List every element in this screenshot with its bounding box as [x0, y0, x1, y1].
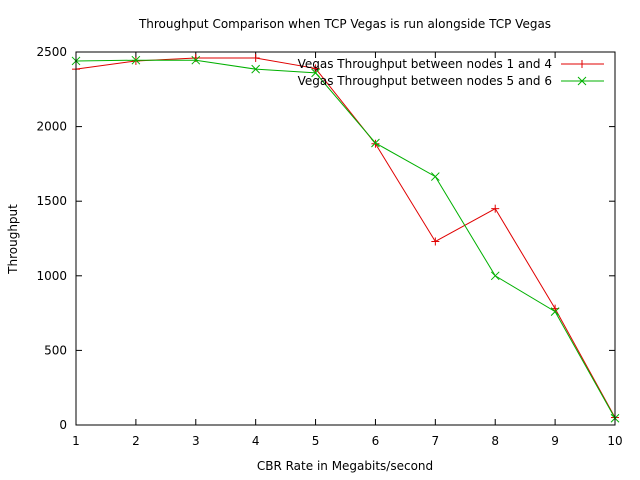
- y-tick-label: 2000: [36, 120, 67, 134]
- cross-marker: [131, 55, 141, 65]
- data-point: [131, 56, 140, 65]
- y-tick-label: 500: [44, 343, 67, 357]
- data-point: [490, 271, 500, 281]
- legend-marker: [578, 60, 586, 68]
- series-line: [75, 59, 616, 419]
- cross-marker: [577, 76, 587, 86]
- cross-marker: [191, 55, 201, 65]
- y-tick-label: 1500: [36, 194, 67, 208]
- x-tick-label: 6: [372, 434, 380, 448]
- series-line: [75, 57, 616, 418]
- cross-marker: [490, 271, 500, 281]
- x-tick-label: 7: [432, 434, 440, 448]
- cross-marker: [311, 68, 320, 78]
- x-tick-label: 1: [72, 434, 80, 448]
- data-point: [311, 64, 320, 73]
- cross-marker: [550, 307, 560, 316]
- x-tick-label: 5: [312, 434, 320, 448]
- cross-marker: [430, 172, 440, 181]
- x-tick-label: 3: [192, 434, 200, 448]
- x-tick-label: 4: [252, 434, 260, 448]
- data-point: [371, 139, 380, 148]
- data-point: [371, 138, 380, 148]
- data-point: [311, 68, 320, 78]
- y-tick-label: 1000: [36, 269, 67, 283]
- x-tick-label: 2: [132, 434, 140, 448]
- x-axis-label: CBR Rate in Megabits/second: [257, 459, 433, 473]
- data-point: [251, 64, 261, 74]
- cross-marker: [251, 64, 261, 74]
- data-point: [550, 307, 560, 316]
- data-point: [191, 55, 201, 65]
- y-axis-label: Throughput: [6, 204, 20, 275]
- legend-label: Vegas Throughput between nodes 5 and 6: [298, 74, 552, 88]
- plot-frame: [75, 51, 616, 426]
- x-tick-label: 9: [551, 434, 559, 448]
- data-point: [430, 172, 440, 181]
- series-layer: [71, 53, 620, 423]
- x-tick-label: 8: [491, 434, 499, 448]
- legend-label: Vegas Throughput between nodes 1 and 4: [298, 57, 552, 71]
- y-tick-label: 2500: [36, 45, 67, 59]
- x-tick-label: 10: [607, 434, 622, 448]
- cross-marker: [371, 138, 380, 148]
- data-point: [131, 55, 141, 65]
- data-point: [431, 237, 440, 246]
- legend-marker: [577, 76, 587, 86]
- legend: Vegas Throughput between nodes 1 and 4 Ve…: [298, 57, 604, 88]
- series-2: [71, 55, 620, 423]
- data-point: [491, 204, 500, 213]
- data-point: [251, 53, 260, 62]
- chart-title: Throughput Comparison when TCP Vegas is …: [138, 17, 551, 31]
- y-tick-label: 0: [59, 418, 67, 432]
